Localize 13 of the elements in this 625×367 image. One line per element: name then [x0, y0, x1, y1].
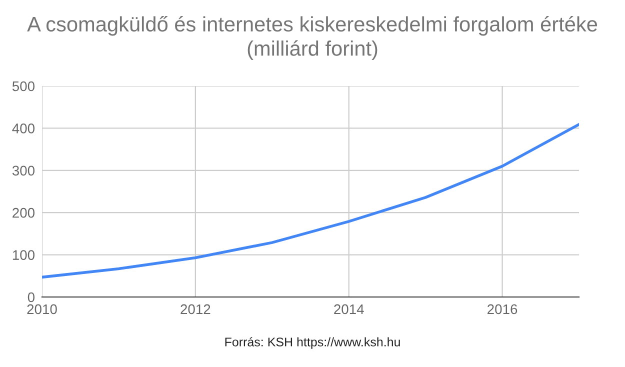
x-tick-label: 2012: [180, 304, 210, 314]
y-tick-label: 500: [12, 81, 35, 92]
y-tick-label: 0: [28, 292, 35, 302]
chart-title: A csomagküldő és internetes kiskereskedelmi forgalom értéke (milliárd forint): [27, 16, 598, 60]
x-tick-label: 2010: [27, 304, 57, 314]
line-series: [42, 123, 579, 279]
y-tick-label: 200: [12, 208, 35, 218]
y-tick-label: 400: [12, 124, 35, 134]
text: Forrás: KSH https://www.ksh.hu: [225, 337, 400, 349]
y-tick-label: 300: [12, 166, 35, 176]
x-tick-label: 2016: [488, 304, 518, 314]
x-tick-label: 2014: [334, 304, 364, 314]
y-tick-label: 100: [12, 250, 35, 260]
